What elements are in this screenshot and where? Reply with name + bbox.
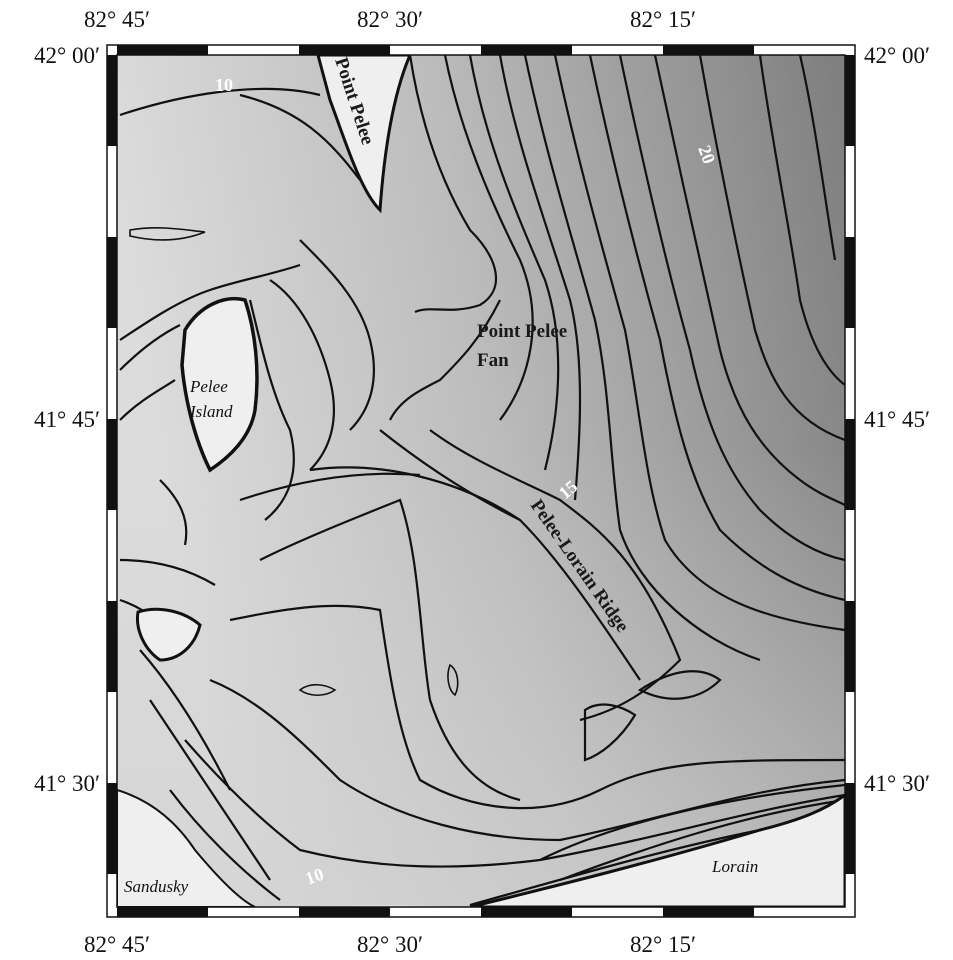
bottom-lon-label: 82° 30′ <box>357 932 423 957</box>
fan-label: Fan <box>477 350 509 371</box>
contour-label-10: 10 <box>215 75 233 95</box>
bottom-lon-label: 82° 45′ <box>84 932 150 957</box>
land-areas <box>117 55 845 907</box>
left-lat-label: 41° 30′ <box>34 771 100 796</box>
depth-contours <box>119 55 845 907</box>
ohio-shore-land <box>469 793 845 907</box>
fan-label: Point Pelee <box>477 321 567 342</box>
lorain-label: Lorain <box>711 857 758 876</box>
top-lon-label: 82° 15′ <box>630 7 696 32</box>
point-pelee-land <box>316 55 412 214</box>
left-lat-label: 41° 45′ <box>34 407 100 432</box>
pelee-island-label: Pelee <box>189 377 228 396</box>
top-lon-label: 82° 30′ <box>357 7 423 32</box>
sandusky-land <box>117 788 256 907</box>
top-lon-label: 82° 45′ <box>84 7 150 32</box>
pelee-island-label: Island <box>189 402 233 421</box>
right-lat-label: 42° 00′ <box>864 43 930 68</box>
sandusky-label: Sandusky <box>124 877 189 896</box>
map-frame <box>106 44 856 918</box>
lake-water <box>117 55 845 907</box>
right-lat-label: 41° 30′ <box>864 771 930 796</box>
right-lat-label: 41° 45′ <box>864 407 930 432</box>
bottom-lon-label: 82° 15′ <box>630 932 696 957</box>
pelee-island-land <box>180 297 259 473</box>
contour-label-10: 10 <box>303 864 327 889</box>
coordinate-labels: 82° 45′ 82° 30′ 82° 15′ 82° 45′ 82° 30′ … <box>34 7 930 957</box>
contour-label-20: 20 <box>694 143 719 167</box>
left-lat-label: 42° 00′ <box>34 43 100 68</box>
small-island-land <box>135 607 202 662</box>
